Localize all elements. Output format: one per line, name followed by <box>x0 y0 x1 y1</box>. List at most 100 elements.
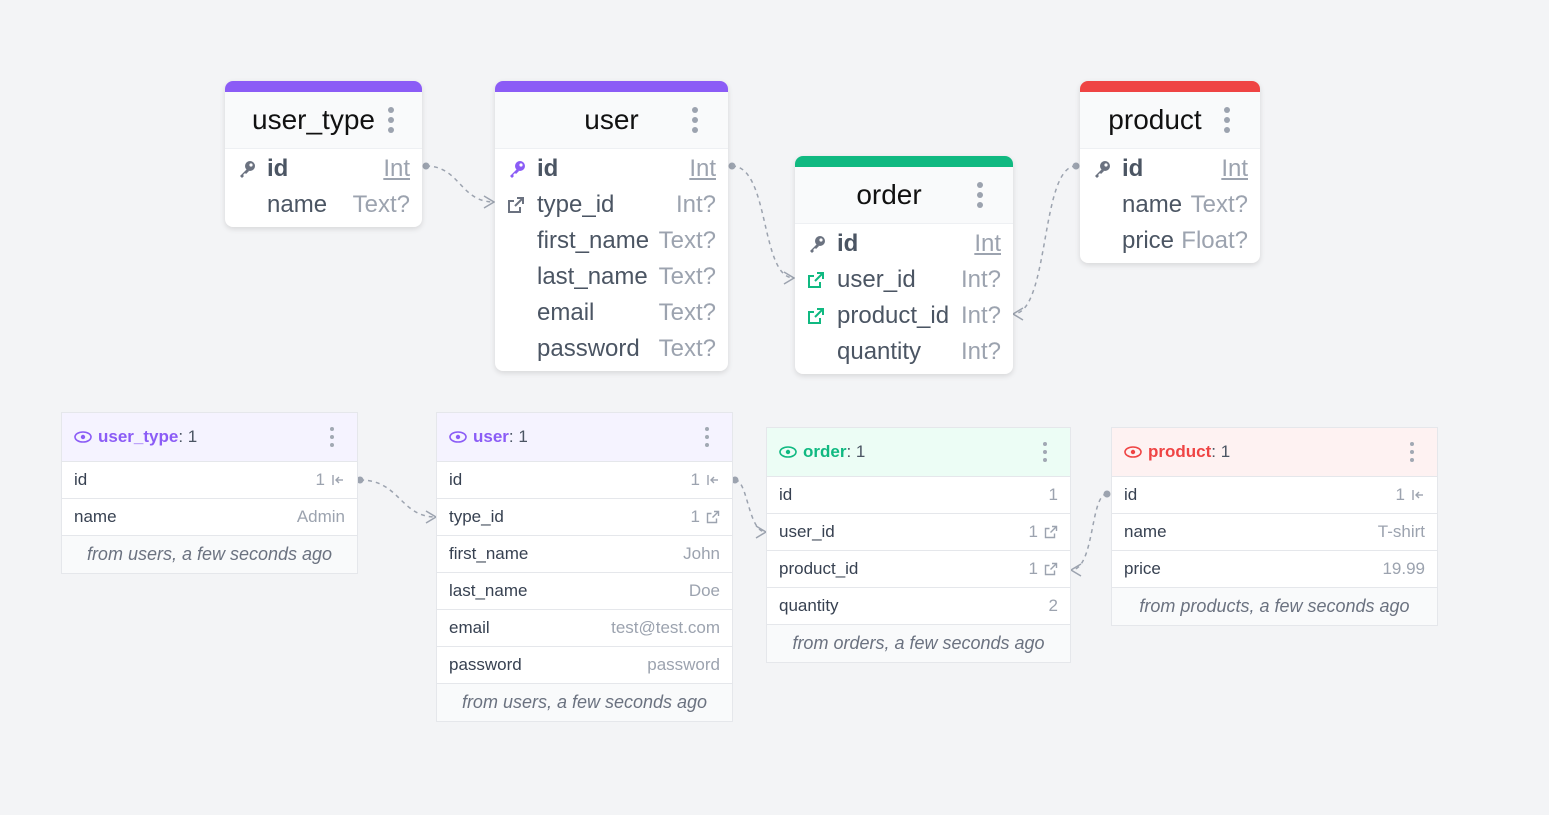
card-value: 1 <box>1395 485 1405 504</box>
card-title: user_type <box>98 427 179 446</box>
card-count: : 1 <box>1211 442 1231 461</box>
field-name: user_id <box>837 266 916 293</box>
field-name: id <box>1122 155 1144 182</box>
card-row[interactable]: product_id 1 <box>767 551 1070 588</box>
field-type: Int <box>974 230 1001 257</box>
card-value: 19.99 <box>1382 559 1425 578</box>
table-menu-icon[interactable] <box>977 182 983 208</box>
card-key: id <box>449 470 463 489</box>
field-name: email <box>537 299 595 326</box>
card-menu-icon[interactable] <box>704 427 710 447</box>
field-row[interactable]: quantity Int? <box>795 334 1013 370</box>
card-footer: from orders, a few seconds ago <box>767 625 1070 662</box>
card-value: 2 <box>1048 596 1058 615</box>
external-link-icon[interactable] <box>706 510 720 524</box>
field-row[interactable]: user_id Int? <box>795 262 1013 298</box>
field-name: name <box>1122 191 1183 218</box>
table-header[interactable]: order <box>795 167 1013 224</box>
field-row[interactable]: email Text? <box>495 295 728 331</box>
table-title: user_type <box>252 104 375 135</box>
card-title: order <box>803 442 847 461</box>
field-row[interactable]: name Text? <box>1080 187 1260 223</box>
card-header[interactable]: user_type : 1 <box>62 413 357 462</box>
card-row[interactable]: first_name John <box>437 536 732 573</box>
card-row[interactable]: email test@test.com <box>437 610 732 647</box>
data-card-user[interactable]: user : 1 id 1 type_id 1 first_name John … <box>436 412 733 722</box>
card-value: 1 <box>1048 485 1058 504</box>
data-card-user_type[interactable]: user_type : 1 id 1 name Admin from users… <box>61 412 358 574</box>
key-icon <box>1080 159 1122 179</box>
card-key: user_id <box>779 522 835 541</box>
field-row[interactable]: id Int <box>795 226 1013 262</box>
card-row[interactable]: name Admin <box>62 499 357 536</box>
schema-table-product[interactable]: product id Int name Text? price Float? <box>1080 81 1260 263</box>
primary-key-arrow-icon <box>707 475 718 485</box>
card-menu-icon[interactable] <box>1042 442 1048 462</box>
field-row[interactable]: product_id Int? <box>795 298 1013 334</box>
table-header[interactable]: product <box>1080 92 1260 149</box>
eye-icon <box>1124 446 1142 458</box>
table-color-bar <box>225 81 422 92</box>
field-row[interactable]: id Int <box>225 151 422 187</box>
card-header[interactable]: product : 1 <box>1112 428 1437 477</box>
table-color-bar <box>795 156 1013 167</box>
card-header[interactable]: user : 1 <box>437 413 732 462</box>
card-count: : 1 <box>846 442 866 461</box>
card-row[interactable]: id 1 <box>767 477 1070 514</box>
table-menu-icon[interactable] <box>388 107 394 133</box>
table-menu-icon[interactable] <box>1224 107 1230 133</box>
card-value: Admin <box>296 507 345 526</box>
card-key: id <box>74 470 88 489</box>
table-header[interactable]: user_type <box>225 92 422 149</box>
table-header[interactable]: user <box>495 92 728 149</box>
schema-table-order[interactable]: order id Int user_id Int? <box>795 156 1013 374</box>
card-row[interactable]: type_id 1 <box>437 499 732 536</box>
data-card-order[interactable]: order : 1 id 1 user_id 1 product_id 1 qu… <box>766 427 1071 663</box>
card-row[interactable]: last_name Doe <box>437 573 732 610</box>
external-link-icon[interactable] <box>1044 562 1058 576</box>
external-link-icon[interactable] <box>1044 525 1058 539</box>
card-value: 1 <box>315 470 325 489</box>
field-type: Text? <box>1190 191 1248 218</box>
card-key: first_name <box>449 544 529 563</box>
field-type: Int? <box>960 302 1001 329</box>
data-card-product[interactable]: product : 1 id 1 name T-shirt price 19.9… <box>1111 427 1438 626</box>
card-key: name <box>74 507 117 526</box>
field-row[interactable]: id Int <box>495 151 728 187</box>
external-link-icon <box>495 196 537 214</box>
card-menu-icon[interactable] <box>329 427 335 447</box>
field-name: password <box>537 335 640 362</box>
card-value: 1 <box>690 507 700 526</box>
field-row[interactable]: password Text? <box>495 331 728 367</box>
schema-table-user[interactable]: user id Int type_id Int? first_name <box>495 81 728 371</box>
card-row[interactable]: id 1 <box>1112 477 1437 514</box>
key-icon <box>495 159 537 179</box>
link-user_type-user <box>425 165 495 203</box>
table-menu-icon[interactable] <box>692 107 698 133</box>
card-row[interactable]: quantity 2 <box>767 588 1070 625</box>
link-user-order <box>731 165 795 279</box>
field-row[interactable]: price Float? <box>1080 223 1260 259</box>
schema-table-user_type[interactable]: user_type id Int name Text? <box>225 81 422 227</box>
card-row[interactable]: password password <box>437 647 732 684</box>
field-row[interactable]: first_name Text? <box>495 223 728 259</box>
field-name: last_name <box>537 263 648 290</box>
card-key: password <box>449 655 522 674</box>
card-row[interactable]: price 19.99 <box>1112 551 1437 588</box>
field-row[interactable]: last_name Text? <box>495 259 728 295</box>
field-type: Int <box>1221 155 1248 182</box>
field-row[interactable]: name Text? <box>225 187 422 223</box>
card-key: id <box>1124 485 1138 504</box>
card-row[interactable]: id 1 <box>437 462 732 499</box>
card-row[interactable]: id 1 <box>62 462 357 499</box>
field-row[interactable]: id Int <box>1080 151 1260 187</box>
card-header[interactable]: order : 1 <box>767 428 1070 477</box>
card-row[interactable]: user_id 1 <box>767 514 1070 551</box>
eye-icon <box>74 431 92 443</box>
field-type: Int <box>689 155 716 182</box>
card-row[interactable]: name T-shirt <box>1112 514 1437 551</box>
field-row[interactable]: type_id Int? <box>495 187 728 223</box>
card-menu-icon[interactable] <box>1409 442 1415 462</box>
field-type: Text? <box>658 299 716 326</box>
